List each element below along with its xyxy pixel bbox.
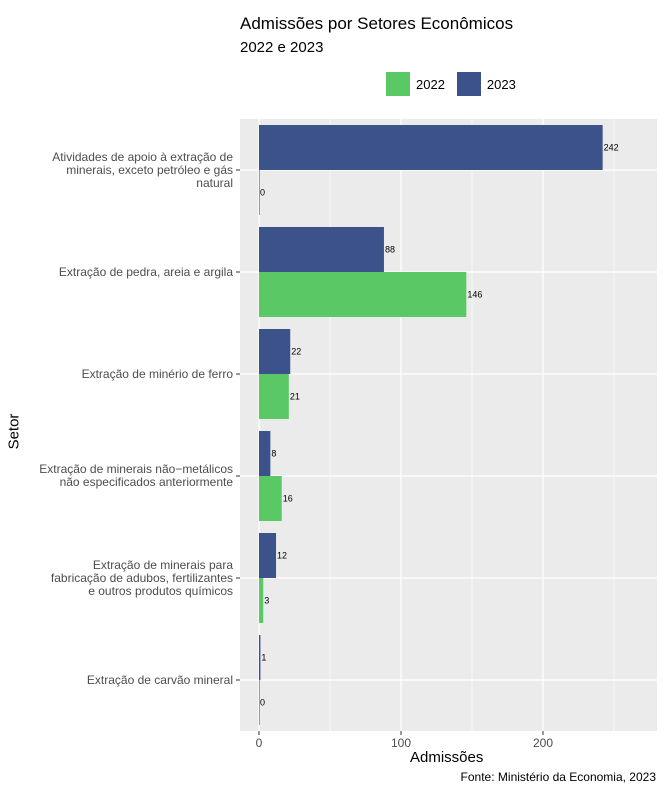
data-label-2023: 242 xyxy=(604,143,619,153)
y-tick-label: Extração de minério de ferro xyxy=(81,366,233,381)
y-tick-label-line: minerais, exceto petróleo e gás xyxy=(66,162,233,177)
bar-2022 xyxy=(259,680,260,725)
data-label-2022: 146 xyxy=(467,290,482,300)
y-tick-label-line: Atividades de apoio à extração de xyxy=(52,149,233,164)
y-tick-label: Extração de minerais para fabricação de a… xyxy=(50,557,233,598)
data-label-2023: 1 xyxy=(261,653,266,663)
y-tick-label: Extração de carvão mineral xyxy=(86,672,233,687)
legend-label-2023: 2023 xyxy=(486,76,516,92)
data-label-2023: 22 xyxy=(291,347,301,357)
bar-2023 xyxy=(259,125,603,170)
y-tick-label-line: Extração de minerais para xyxy=(92,557,233,572)
bar-2022 xyxy=(259,578,264,623)
y-tick-label-line: natural xyxy=(196,175,233,190)
bar-2022 xyxy=(259,170,260,215)
data-label-2023: 12 xyxy=(277,551,287,561)
y-tick-label-line: Extração de carvão mineral xyxy=(86,672,233,687)
chart-subtitle: 2022 e 2023 xyxy=(240,39,324,56)
legend-swatch-2022 xyxy=(386,72,410,96)
data-label-2022: 0 xyxy=(260,698,265,708)
x-tick-label: 100 xyxy=(391,736,411,750)
data-label-2022: 21 xyxy=(290,392,300,402)
y-tick-label-line: Extração de pedra, areia e argila xyxy=(58,264,233,279)
data-label-2022: 0 xyxy=(260,188,265,198)
legend: 2022 2023 xyxy=(386,72,528,96)
bar-2023 xyxy=(259,431,271,476)
bar-2023 xyxy=(259,533,277,578)
y-tick-label-line: Extração de minério de ferro xyxy=(81,366,233,381)
bar-2023 xyxy=(259,635,261,680)
legend-swatch-2023 xyxy=(456,72,481,96)
legend-item-2023: 2023 xyxy=(456,72,516,96)
y-axis-title-wrap: Setor xyxy=(4,414,24,450)
y-tick-label: Atividades de apoio à extração de minerai… xyxy=(52,149,233,190)
x-axis-title: Admissões xyxy=(410,749,484,766)
legend-label-2022: 2022 xyxy=(416,76,445,92)
caption: Fonte: Ministério da Economia, 2023 xyxy=(460,770,656,784)
x-tick-label: 200 xyxy=(533,736,553,750)
chart-title: Admissões por Setores Econômicos xyxy=(240,14,514,33)
y-tick-label: Extração de minerais não−metálicos não es… xyxy=(39,463,233,489)
x-tick-label: 0 xyxy=(256,736,263,750)
y-tick-label: Extração de pedra, areia e argila xyxy=(58,264,233,279)
data-label-2023: 88 xyxy=(385,245,395,255)
y-tick-label-line: não especificados anteriormente xyxy=(59,475,233,489)
bar-2022 xyxy=(259,374,289,419)
legend-item-2022: 2022 xyxy=(386,72,445,96)
bar-2022 xyxy=(259,272,467,317)
y-tick-label-line: fabricação de adubos, fertilizantes xyxy=(50,570,233,585)
data-label-2023: 8 xyxy=(271,449,276,459)
data-label-2022: 3 xyxy=(264,596,269,606)
bar-2023 xyxy=(259,227,384,272)
y-tick-label-line: e outros produtos químicos xyxy=(88,583,233,598)
plot-panel xyxy=(240,119,657,731)
data-label-2022: 16 xyxy=(283,494,293,504)
y-axis-title: Setor xyxy=(5,413,23,450)
bar-2022 xyxy=(259,476,282,521)
y-tick-label-line: Extração de minerais não−metálicos xyxy=(39,462,233,476)
bar-2023 xyxy=(259,329,291,374)
